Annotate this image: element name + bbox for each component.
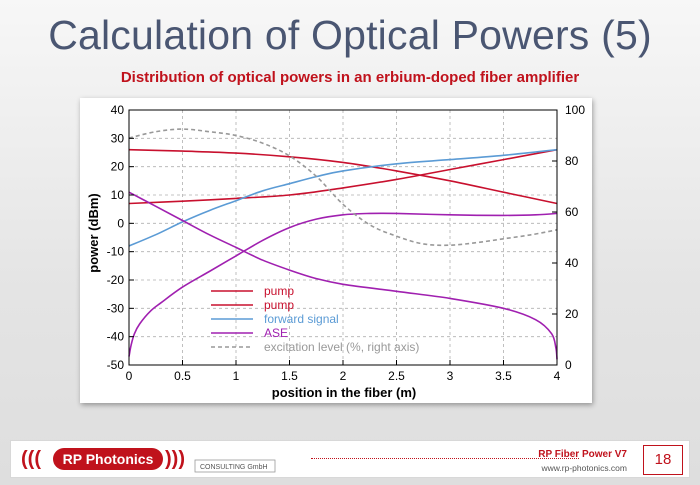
- y-tick-label-7: 20: [111, 160, 125, 174]
- y-tick-label-0: -50: [107, 358, 125, 372]
- footer-rule: [311, 458, 579, 459]
- chart-panel: 0 0.5 1 1.5 2 2.5 3 3.5 4 -50 -40 -30 -20 -10 0 10 20 30 4…: [80, 98, 592, 403]
- legend-label-0: pump: [264, 284, 294, 298]
- x-tick-label-6: 3: [447, 369, 454, 383]
- series-line-5: [128, 128, 558, 247]
- x-tick-label-4: 2: [340, 369, 347, 383]
- x-tick-label-2: 1: [233, 369, 240, 383]
- series-line-2: [128, 148, 558, 247]
- y-tick-label-4: -10: [107, 245, 125, 259]
- x-tick-label-8: 4: [554, 369, 561, 383]
- y-tick-label-9: 40: [111, 103, 125, 117]
- page-number: 18: [643, 445, 683, 475]
- series-line-4: [128, 191, 558, 360]
- svg-text:(((: (((: [21, 448, 41, 470]
- logo-text: RP Photonics: [63, 451, 154, 467]
- slide-title: Calculation of Optical Powers (5): [48, 12, 652, 58]
- series-line-0: [128, 148, 558, 205]
- y-tick-label-2: -30: [107, 301, 125, 315]
- y-tick-label-6: 10: [111, 188, 125, 202]
- chart-title: Distribution of optical powers in an erb…: [120, 69, 580, 86]
- y2-tick-label-3: 60: [565, 205, 579, 219]
- series-line-1: [128, 148, 558, 205]
- axes-layer: 0 0.5 1 1.5 2 2.5 3 3.5 4 -50 -40 -30 -20 -10 0 10 20 30 4…: [107, 103, 586, 383]
- y-tick-label-3: -20: [107, 273, 125, 287]
- series-line-3: [128, 212, 558, 357]
- footer-url[interactable]: www.rp-photonics.com: [541, 463, 627, 473]
- x-tick-label-0: 0: [126, 369, 133, 383]
- x-tick-label-1: 0.5: [174, 369, 191, 383]
- y2-tick-label-1: 20: [565, 307, 579, 321]
- x-axis-label: position in the fiber (m): [272, 385, 416, 400]
- x-tick-label-3: 1.5: [281, 369, 298, 383]
- legend-label-3: ASE: [264, 326, 288, 340]
- y2-tick-label-0: 0: [565, 358, 572, 372]
- y-tick-label-5: 0: [117, 216, 124, 230]
- y-axis-label: power (dBm): [86, 193, 101, 272]
- y2-tick-label-4: 80: [565, 154, 579, 168]
- y2-tick-label-5: 100: [565, 103, 585, 117]
- svg-text:))): ))): [165, 448, 185, 470]
- legend-label-4: excitation level (%, right axis): [264, 340, 419, 354]
- y2-tick-label-2: 40: [565, 256, 579, 270]
- y-tick-label-8: 30: [111, 131, 125, 145]
- legend-label-1: pump: [264, 298, 294, 312]
- footer-bar: ((( RP Photonics ))) CONSULTING GmbH RP …: [10, 440, 690, 478]
- series-layer: [128, 128, 558, 360]
- footer-product: RP Fiber Power V7: [538, 449, 627, 460]
- grid-layer: [128, 109, 558, 366]
- chart-svg: 0 0.5 1 1.5 2 2.5 3 3.5 4 -50 -40 -30 -20 -10 0 10 20 30 4…: [86, 103, 586, 400]
- x-tick-label-5: 2.5: [388, 369, 405, 383]
- logo-subtext: CONSULTING GmbH: [200, 464, 268, 471]
- legend-label-2: forward signal: [264, 312, 339, 326]
- y-tick-label-1: -40: [107, 330, 125, 344]
- x-tick-label-7: 3.5: [495, 369, 512, 383]
- company-logo: ((( RP Photonics ))) CONSULTING GmbH: [19, 444, 319, 476]
